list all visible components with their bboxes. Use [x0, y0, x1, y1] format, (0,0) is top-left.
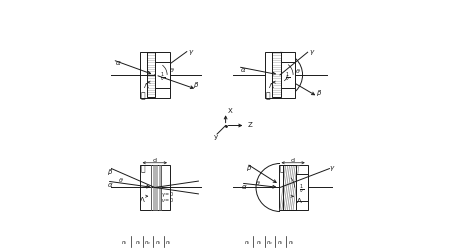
Text: $n_c$: $n_c$: [266, 238, 273, 246]
Text: X: X: [228, 108, 233, 114]
Text: $n_i$: $n_i$: [135, 238, 141, 246]
Text: $\beta$: $\beta$: [108, 166, 114, 176]
Text: $\Lambda$: $\Lambda$: [268, 80, 274, 89]
Text: $\alpha$: $\alpha$: [241, 182, 248, 190]
Text: Ⓓ: Ⓓ: [279, 164, 284, 173]
Bar: [140, 53, 170, 98]
Text: $\beta$: $\beta$: [193, 79, 200, 89]
Text: $\frac{1}{\nu}$: $\frac{1}{\nu}$: [285, 70, 291, 83]
Text: $\Lambda$: $\Lambda$: [296, 195, 302, 204]
Text: $\nu=0$: $\nu=0$: [161, 195, 174, 203]
Bar: [281, 62, 295, 89]
Bar: [272, 53, 281, 98]
Text: $\frac{1}{\nu}$: $\frac{1}{\nu}$: [299, 182, 304, 196]
Text: $\gamma=0$: $\gamma=0$: [161, 189, 174, 198]
Text: Ⓐ: Ⓐ: [141, 91, 146, 100]
Text: d: d: [291, 157, 295, 162]
Bar: [155, 62, 170, 89]
Text: $\vartheta$: $\vartheta$: [255, 178, 261, 186]
Bar: [140, 165, 170, 210]
Text: $n_i$: $n_i$: [256, 238, 263, 246]
Text: $\frac{1}{\nu}$: $\frac{1}{\nu}$: [160, 70, 165, 83]
Text: $\Lambda$: $\Lambda$: [143, 80, 149, 89]
Text: $n_i$: $n_i$: [277, 238, 284, 246]
Text: $\vartheta$: $\vartheta$: [118, 175, 124, 183]
Text: $\vartheta$: $\vartheta$: [295, 66, 301, 74]
Text: $\gamma$: $\gamma$: [188, 47, 195, 56]
Text: $n_i$: $n_i$: [121, 238, 128, 246]
Text: d: d: [153, 157, 157, 162]
Text: $\alpha$: $\alpha$: [115, 59, 121, 67]
Bar: [279, 165, 308, 210]
Text: $n_i$: $n_i$: [288, 238, 295, 246]
Text: $\alpha$: $\alpha$: [107, 180, 114, 188]
Bar: [265, 53, 295, 98]
Text: $\vartheta$: $\vartheta$: [169, 66, 174, 74]
Text: $\beta$: $\beta$: [246, 162, 253, 172]
Text: $\alpha$: $\alpha$: [240, 66, 246, 74]
Text: $\Lambda$: $\Lambda$: [138, 194, 146, 203]
Text: $n_i$: $n_i$: [165, 238, 172, 246]
Text: $n_i$: $n_i$: [155, 238, 161, 246]
Bar: [146, 53, 155, 98]
Text: $n_c$: $n_c$: [144, 238, 152, 246]
Text: Ⓒ: Ⓒ: [141, 164, 146, 173]
Text: $\beta$: $\beta$: [316, 88, 322, 98]
Text: y: y: [214, 134, 218, 139]
Text: $n_i$: $n_i$: [244, 238, 250, 246]
Text: Ⓑ: Ⓑ: [266, 91, 271, 100]
Text: Z: Z: [247, 122, 252, 128]
Text: $\gamma$: $\gamma$: [329, 163, 335, 172]
Text: $\gamma$: $\gamma$: [309, 47, 316, 56]
Bar: [283, 165, 296, 210]
Bar: [151, 165, 161, 210]
Bar: [296, 174, 308, 201]
